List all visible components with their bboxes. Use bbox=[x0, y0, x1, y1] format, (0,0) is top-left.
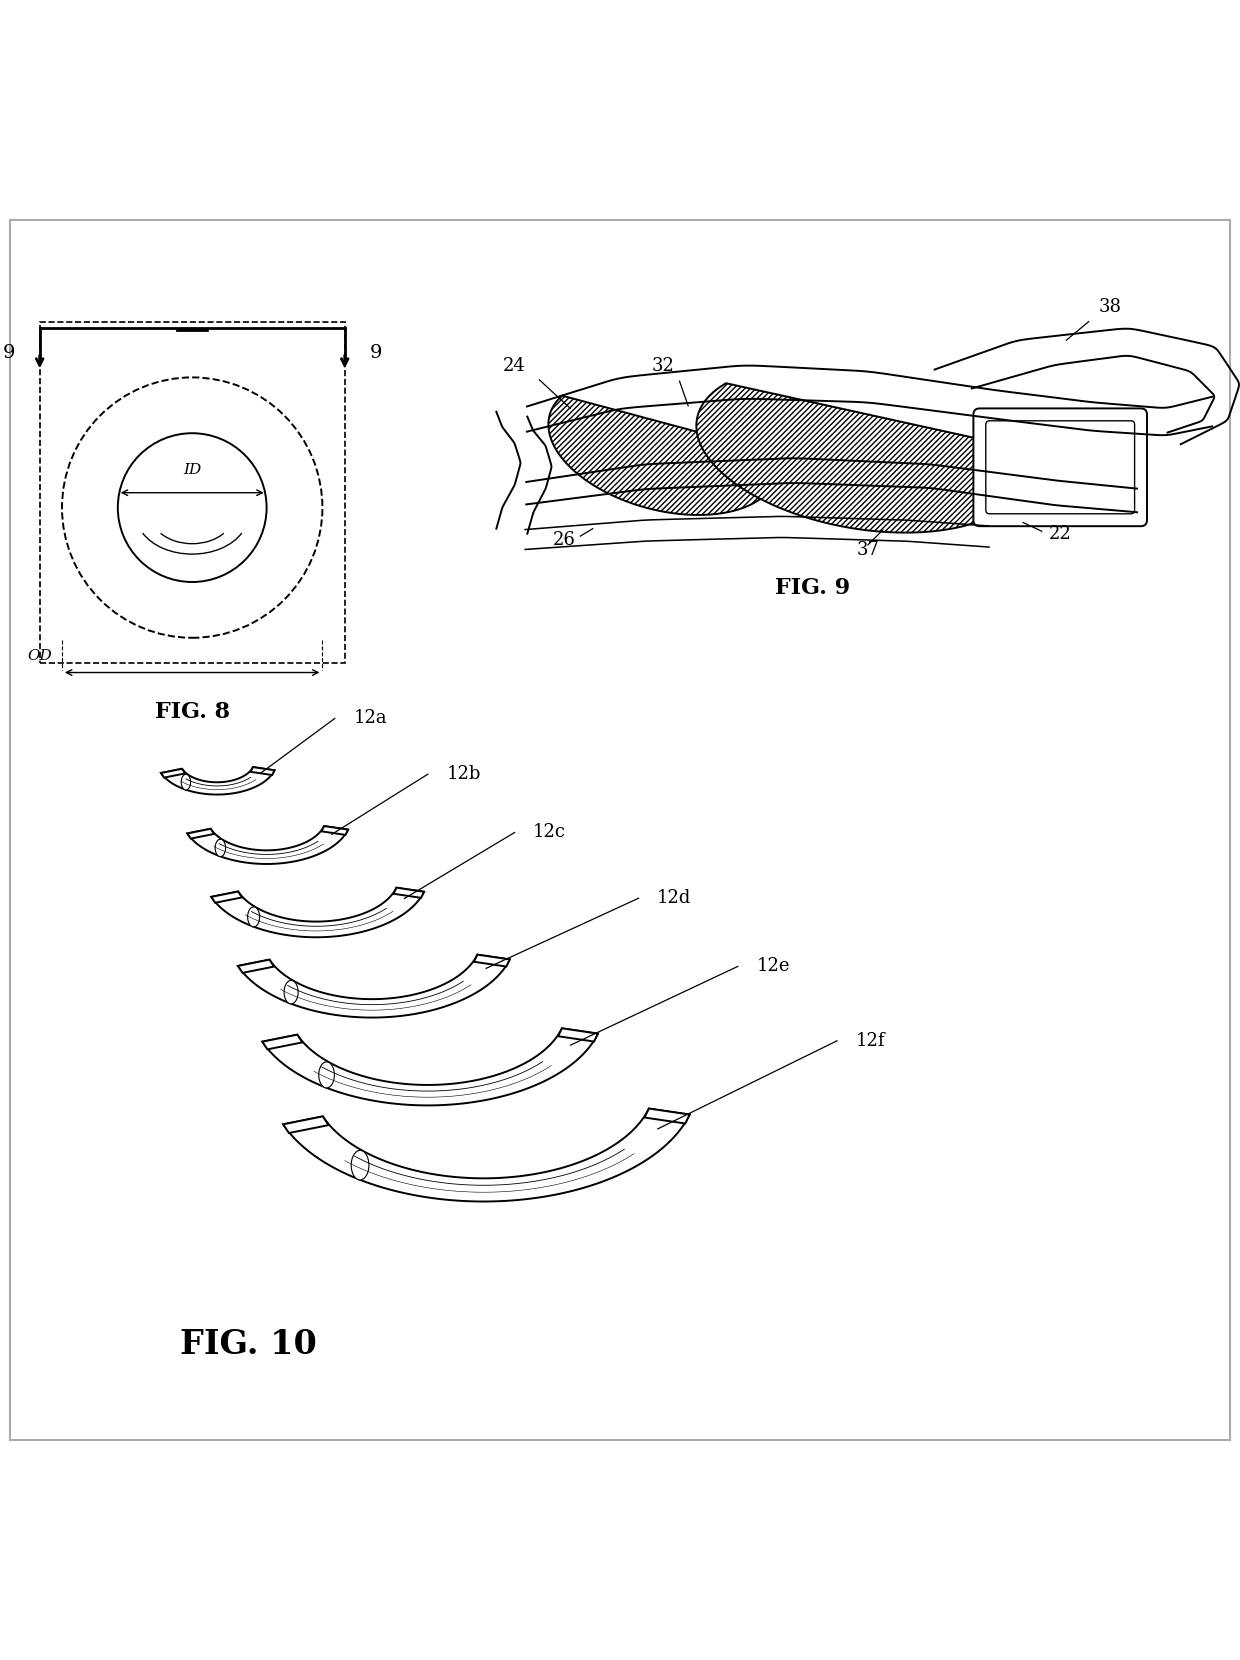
Polygon shape bbox=[216, 840, 226, 857]
Text: 26: 26 bbox=[553, 531, 575, 549]
Text: 12a: 12a bbox=[353, 709, 387, 727]
Polygon shape bbox=[238, 954, 510, 1018]
Polygon shape bbox=[263, 1028, 598, 1106]
Text: 12f: 12f bbox=[856, 1033, 885, 1049]
Text: FIG. 9: FIG. 9 bbox=[775, 578, 849, 599]
Polygon shape bbox=[187, 827, 348, 863]
Text: FIG. 8: FIG. 8 bbox=[155, 701, 229, 724]
Text: 12e: 12e bbox=[756, 958, 790, 976]
Polygon shape bbox=[161, 769, 185, 777]
Polygon shape bbox=[645, 1109, 689, 1124]
Text: 9: 9 bbox=[370, 344, 382, 362]
Polygon shape bbox=[181, 774, 191, 790]
Polygon shape bbox=[211, 891, 242, 903]
Polygon shape bbox=[697, 383, 1027, 533]
Polygon shape bbox=[161, 767, 274, 795]
Text: 12d: 12d bbox=[657, 890, 692, 908]
Polygon shape bbox=[211, 888, 424, 938]
Polygon shape bbox=[474, 954, 510, 966]
Polygon shape bbox=[393, 888, 424, 898]
Bar bbox=[40, 322, 345, 662]
Polygon shape bbox=[558, 1028, 598, 1041]
Polygon shape bbox=[283, 1117, 329, 1134]
Polygon shape bbox=[319, 1062, 335, 1087]
Polygon shape bbox=[250, 767, 274, 775]
Text: 22: 22 bbox=[1049, 525, 1071, 543]
Text: 37: 37 bbox=[857, 541, 879, 559]
Text: 12c: 12c bbox=[533, 823, 567, 842]
Polygon shape bbox=[548, 395, 779, 515]
Polygon shape bbox=[238, 959, 274, 973]
Polygon shape bbox=[283, 1109, 689, 1202]
Polygon shape bbox=[351, 1150, 370, 1180]
Text: 38: 38 bbox=[1099, 297, 1121, 315]
Polygon shape bbox=[263, 1034, 303, 1049]
Text: 24: 24 bbox=[503, 357, 526, 375]
Text: FIG. 10: FIG. 10 bbox=[180, 1328, 316, 1361]
Text: 9: 9 bbox=[2, 344, 15, 362]
Text: ID: ID bbox=[184, 463, 201, 476]
Polygon shape bbox=[248, 906, 259, 926]
Polygon shape bbox=[284, 981, 298, 1004]
Text: OD: OD bbox=[27, 649, 52, 662]
Polygon shape bbox=[187, 828, 215, 838]
Text: 32: 32 bbox=[652, 357, 675, 375]
Text: 12b: 12b bbox=[446, 765, 481, 784]
Polygon shape bbox=[321, 827, 348, 835]
FancyBboxPatch shape bbox=[973, 408, 1147, 526]
